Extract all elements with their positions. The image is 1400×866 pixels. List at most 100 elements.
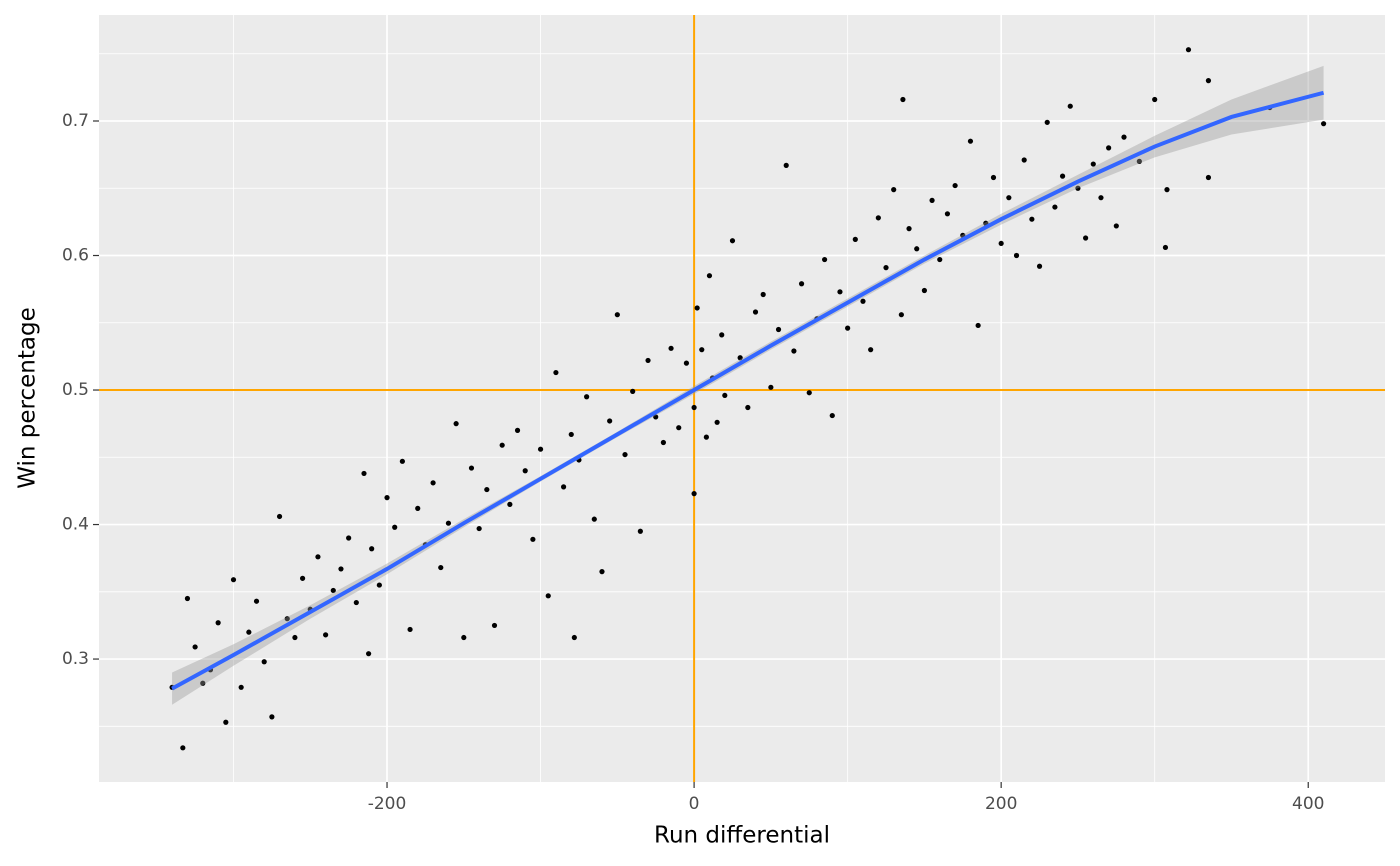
point bbox=[584, 394, 590, 400]
point bbox=[1044, 119, 1050, 125]
point bbox=[944, 211, 951, 217]
point bbox=[607, 418, 613, 424]
point bbox=[223, 719, 229, 725]
point bbox=[453, 421, 459, 427]
point bbox=[891, 186, 897, 193]
point bbox=[745, 404, 751, 411]
point bbox=[990, 174, 997, 181]
point bbox=[637, 528, 643, 534]
point bbox=[353, 599, 359, 606]
point bbox=[752, 309, 759, 315]
point bbox=[714, 419, 720, 425]
point bbox=[399, 458, 405, 464]
point bbox=[1121, 134, 1127, 140]
x-tick-label: -200 bbox=[368, 794, 407, 814]
y-tick-label: 0.6 bbox=[62, 246, 89, 266]
point bbox=[1029, 216, 1035, 222]
point bbox=[514, 427, 521, 433]
point bbox=[545, 593, 551, 599]
y-tick-label: 0.3 bbox=[62, 649, 89, 669]
point bbox=[346, 535, 352, 541]
point bbox=[253, 598, 260, 604]
x-tick-label: 0 bbox=[689, 794, 700, 814]
y-tick-label: 0.7 bbox=[62, 111, 89, 131]
point bbox=[1136, 158, 1142, 164]
point bbox=[1162, 244, 1169, 251]
point bbox=[476, 525, 482, 532]
point bbox=[1152, 96, 1158, 103]
point bbox=[906, 226, 912, 232]
point bbox=[875, 215, 881, 221]
point bbox=[768, 384, 774, 390]
point bbox=[645, 357, 651, 364]
point bbox=[1013, 252, 1020, 259]
point bbox=[898, 312, 904, 318]
point bbox=[323, 632, 329, 638]
point bbox=[338, 566, 344, 572]
point bbox=[1320, 121, 1327, 127]
point bbox=[1205, 174, 1212, 181]
point bbox=[806, 390, 812, 396]
point bbox=[407, 626, 413, 633]
point bbox=[722, 392, 728, 399]
point bbox=[683, 360, 690, 366]
point bbox=[1185, 47, 1192, 53]
point bbox=[1052, 204, 1058, 210]
point bbox=[691, 491, 697, 497]
point bbox=[361, 470, 367, 477]
point bbox=[829, 412, 835, 419]
point bbox=[537, 446, 544, 452]
point bbox=[998, 240, 1004, 247]
point bbox=[668, 345, 674, 351]
point bbox=[230, 577, 237, 583]
point bbox=[653, 414, 659, 420]
point bbox=[1113, 223, 1119, 229]
point bbox=[591, 516, 597, 522]
point bbox=[184, 595, 191, 602]
point bbox=[1106, 145, 1112, 151]
point bbox=[1164, 186, 1170, 193]
point bbox=[445, 520, 452, 526]
point bbox=[760, 291, 766, 298]
point bbox=[376, 582, 382, 588]
point bbox=[599, 569, 605, 575]
point bbox=[238, 684, 244, 690]
point bbox=[914, 246, 920, 252]
point bbox=[284, 616, 290, 622]
point bbox=[1036, 263, 1043, 269]
point bbox=[392, 524, 398, 530]
point bbox=[691, 404, 697, 411]
x-tick-label: 200 bbox=[985, 794, 1017, 814]
point bbox=[1021, 157, 1027, 163]
point bbox=[366, 651, 372, 657]
point bbox=[921, 287, 927, 294]
point bbox=[1067, 103, 1073, 109]
point bbox=[737, 355, 743, 361]
point bbox=[929, 197, 935, 203]
point bbox=[415, 505, 421, 511]
point bbox=[706, 273, 713, 279]
point bbox=[614, 312, 620, 318]
point bbox=[430, 480, 436, 486]
point bbox=[798, 281, 805, 287]
point bbox=[180, 745, 186, 751]
point bbox=[438, 564, 444, 571]
point bbox=[315, 554, 321, 560]
point bbox=[560, 484, 567, 490]
point bbox=[571, 634, 577, 641]
point bbox=[200, 680, 206, 686]
y-axis-title: Win percentage bbox=[15, 307, 41, 488]
point bbox=[699, 347, 705, 353]
point bbox=[1083, 235, 1089, 241]
point bbox=[719, 332, 725, 338]
point bbox=[1006, 195, 1012, 201]
point bbox=[783, 162, 789, 168]
point bbox=[837, 289, 843, 295]
point bbox=[967, 138, 974, 144]
point bbox=[694, 305, 700, 311]
point bbox=[729, 238, 736, 244]
point bbox=[852, 236, 858, 242]
point bbox=[860, 298, 866, 304]
point bbox=[622, 451, 628, 458]
point bbox=[1090, 161, 1096, 167]
